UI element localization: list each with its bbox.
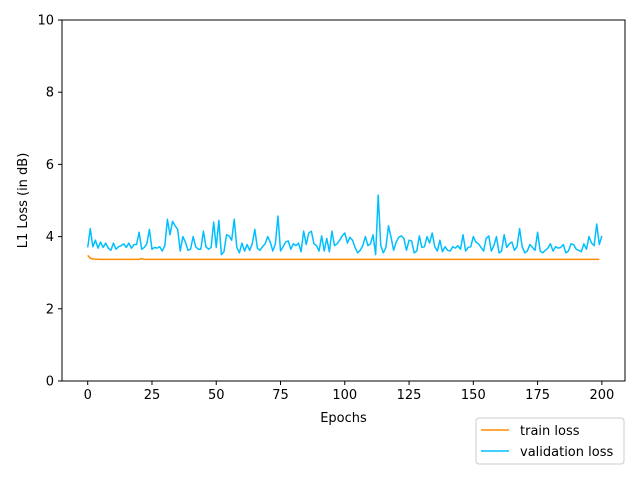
y-tick-label: 8 <box>46 86 54 101</box>
y-tick-label: 2 <box>46 302 54 317</box>
y-tick-label: 10 <box>37 14 54 29</box>
legend-box <box>475 417 625 465</box>
x-tick-label: 200 <box>589 388 614 403</box>
legend-label-train-loss: train loss <box>520 424 580 439</box>
y-axis-label: L1 Loss (in dB) <box>16 153 31 249</box>
legend: train loss validation loss <box>475 417 625 465</box>
x-tick-label: 25 <box>144 388 161 403</box>
x-tick-label: 0 <box>84 388 92 403</box>
y-axis-ticks: 0 2 4 6 8 10 <box>37 14 62 390</box>
y-tick-label: 4 <box>46 230 54 245</box>
y-tick-label: 0 <box>46 375 54 390</box>
series-line-validation-loss <box>86 194 603 256</box>
legend-label-validation-loss: validation loss <box>520 445 613 460</box>
x-tick-label: 125 <box>397 388 422 403</box>
x-tick-label: 175 <box>525 388 550 403</box>
x-axis-ticks: 0 25 50 75 100 125 150 175 200 <box>84 381 614 403</box>
x-axis-label: Epochs <box>320 411 367 426</box>
plot-area <box>61 19 626 382</box>
x-tick-label: 100 <box>332 388 357 403</box>
x-tick-label: 75 <box>272 388 289 403</box>
x-tick-label: 50 <box>208 388 225 403</box>
axes-frame <box>61 19 626 382</box>
x-tick-label: 150 <box>461 388 486 403</box>
y-tick-label: 6 <box>46 158 54 173</box>
series-layer <box>86 194 603 261</box>
series-line-train-loss <box>87 254 600 261</box>
